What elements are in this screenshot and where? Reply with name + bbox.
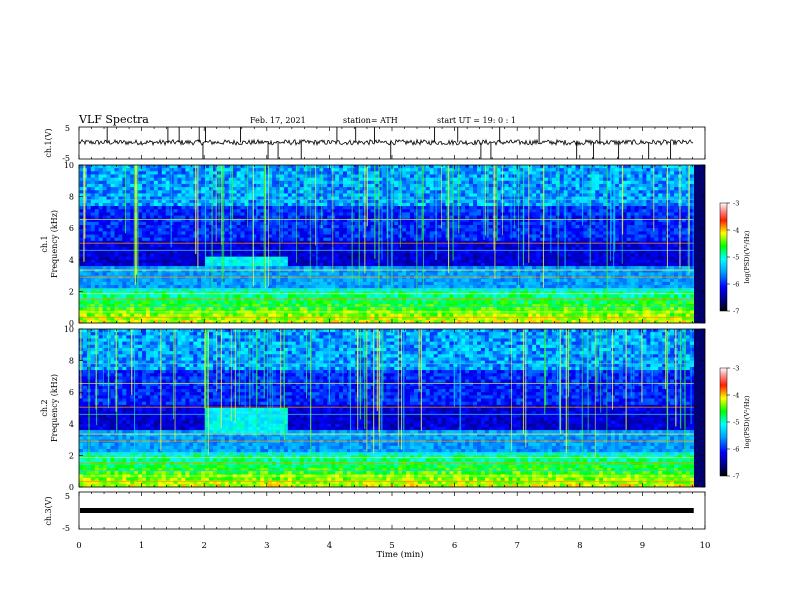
- ch2-colorbar: -3 -4 -5 -6 -7 log(PSD)(V²/Hz): [719, 365, 751, 481]
- ch1-freq-tick-1: 2: [69, 287, 74, 296]
- ch3-waveform-panel: 5 -5 ch.3(V): [44, 491, 706, 533]
- ch1-waveform-panel: 5 -5 ch.1(V): [44, 124, 706, 163]
- ch2-channel-label: ch.2: [40, 399, 49, 416]
- ch1-freq-tick-4: 8: [69, 193, 74, 202]
- ch3-ytick-bottom: -5: [62, 524, 70, 533]
- x-axis-tick-labels: 0 1 2 3 4 5 6 7 8 9 10: [76, 541, 710, 551]
- ch2-spectrogram-image: [79, 329, 695, 488]
- ch2-colorbar-tick-0: -3: [733, 365, 739, 373]
- ch1-colorbar: -3 -4 -5 -6 -7 log(PSD)(V²/Hz): [719, 200, 751, 316]
- x-tick-label-7: 7: [514, 541, 519, 551]
- ch1-colorbar-tick-0: -3: [733, 200, 739, 208]
- ch1-freq-tick-3: 6: [69, 224, 74, 233]
- ch1-colorbar-tick-4: -7: [733, 308, 739, 316]
- ch2-freq-tick-2: 4: [69, 420, 74, 429]
- ch3-ytick-top: 5: [65, 492, 70, 501]
- ch1-colorbar-tick-2: -5: [733, 254, 739, 262]
- start-time-label: start UT = 19: 0 : 1: [437, 116, 516, 125]
- ch1-waveform-line: [78, 138, 694, 147]
- ch1-spectrogram-image: [79, 165, 695, 324]
- ch2-freq-tick-1: 2: [69, 451, 74, 460]
- ch3-waveform-ylabel: ch.3(V): [44, 496, 53, 525]
- x-tick-label-2: 2: [201, 541, 206, 551]
- x-tick-label-6: 6: [452, 541, 457, 551]
- ch2-freq-tick-4: 8: [69, 357, 74, 366]
- x-tick-label-5: 5: [389, 541, 394, 551]
- ch1-channel-label: ch.1: [40, 235, 49, 252]
- ch1-waveform-ylabel: ch.1(V): [44, 128, 53, 157]
- ch1-waveform-frame: [78, 126, 706, 160]
- ch2-freq-tick-3: 6: [69, 388, 74, 397]
- x-tick-label-0: 0: [76, 541, 81, 551]
- ch1-freq-tick-5: 10: [64, 161, 74, 170]
- ch1-colorbar-label: log(PSD)(V²/Hz): [743, 230, 751, 283]
- ch1-colorbar-tick-3: -6: [733, 281, 739, 289]
- x-axis-label: Time (min): [376, 549, 423, 560]
- ch3-waveform-line: [80, 508, 694, 513]
- ch1-freq-tick-2: 4: [69, 256, 74, 265]
- x-tick-label-8: 8: [577, 541, 582, 551]
- ch2-freq-tick-0: 0: [69, 483, 74, 492]
- ch2-frequency-label: Frequency (kHz): [50, 374, 59, 442]
- ch2-colorbar-tick-2: -5: [733, 419, 739, 427]
- ch3-waveform-trace: [80, 508, 694, 513]
- ch2-freq-tick-5: 10: [64, 325, 74, 334]
- ch2-colorbar-tick-1: -4: [733, 392, 739, 400]
- ch1-freq-tick-0: 0: [69, 319, 74, 328]
- x-tick-label-3: 3: [264, 541, 269, 551]
- station-label: station= ATH: [343, 116, 398, 125]
- ch1-spectrogram-panel: 0 2 4 6 8 10 ch.1 Frequency (kHz): [40, 161, 706, 328]
- x-tick-label-9: 9: [640, 541, 645, 551]
- ch1-ytick-bottom: -5: [62, 154, 70, 163]
- ch1-waveform-trace: [78, 127, 694, 159]
- x-tick-label-4: 4: [327, 541, 332, 551]
- ch2-colorbar-tick-3: -6: [733, 446, 739, 454]
- figure-title: VLF Spectra: [78, 113, 149, 126]
- ch2-colorbar-tick-4: -7: [733, 473, 739, 481]
- ch2-colorbar-label: log(PSD)(V²/Hz): [743, 395, 751, 448]
- ch1-ytick-top: 5: [65, 124, 70, 133]
- x-tick-label-10: 10: [700, 541, 711, 551]
- date-label: Feb. 17, 2021: [250, 116, 306, 125]
- ch1-colorbar-tick-1: -4: [733, 227, 739, 235]
- x-tick-label-1: 1: [139, 541, 144, 551]
- ch1-frequency-label: Frequency (kHz): [50, 210, 59, 278]
- ch2-spectrogram-panel: 0 2 4 6 8 10 ch.2 Frequency (kHz): [40, 325, 706, 492]
